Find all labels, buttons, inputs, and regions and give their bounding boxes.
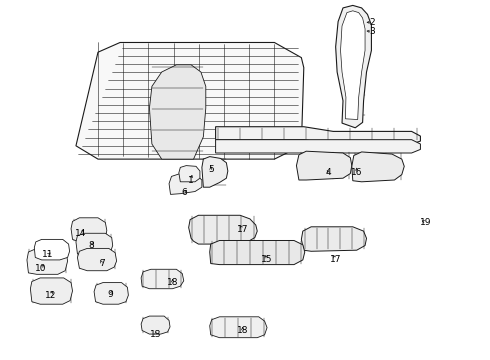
Text: 8: 8 <box>88 241 94 250</box>
Polygon shape <box>76 42 304 159</box>
Polygon shape <box>149 65 206 159</box>
Polygon shape <box>76 233 113 256</box>
Text: 5: 5 <box>208 166 214 175</box>
Text: 2: 2 <box>369 18 375 27</box>
Text: 10: 10 <box>35 264 47 273</box>
Text: 18: 18 <box>237 326 248 335</box>
Polygon shape <box>27 248 68 274</box>
Polygon shape <box>202 157 228 187</box>
Polygon shape <box>71 218 107 242</box>
Polygon shape <box>30 278 73 304</box>
Text: 14: 14 <box>75 229 87 238</box>
Polygon shape <box>141 269 184 289</box>
Text: 11: 11 <box>42 250 54 259</box>
Polygon shape <box>210 317 267 338</box>
Text: 16: 16 <box>351 168 363 177</box>
Polygon shape <box>189 215 257 244</box>
Text: 13: 13 <box>150 330 162 339</box>
Text: 7: 7 <box>99 259 105 268</box>
Polygon shape <box>141 316 170 334</box>
Text: 12: 12 <box>45 291 56 300</box>
Polygon shape <box>341 11 365 120</box>
Text: 6: 6 <box>181 188 187 197</box>
Text: 17: 17 <box>330 255 342 264</box>
Text: 15: 15 <box>261 255 273 264</box>
Text: 17: 17 <box>237 225 248 234</box>
Text: 1: 1 <box>188 176 194 185</box>
Text: 18: 18 <box>167 278 178 287</box>
Polygon shape <box>94 283 128 304</box>
Polygon shape <box>169 174 202 194</box>
Polygon shape <box>77 248 117 271</box>
Polygon shape <box>216 140 420 153</box>
Text: 4: 4 <box>325 168 331 177</box>
Polygon shape <box>336 5 371 128</box>
Polygon shape <box>34 239 70 260</box>
Polygon shape <box>216 127 420 144</box>
Text: 19: 19 <box>419 217 431 227</box>
Polygon shape <box>352 152 404 182</box>
Polygon shape <box>210 240 305 265</box>
Polygon shape <box>301 227 367 251</box>
Text: 9: 9 <box>107 290 113 299</box>
Polygon shape <box>296 151 352 180</box>
Text: 3: 3 <box>369 27 375 36</box>
Polygon shape <box>179 166 200 182</box>
